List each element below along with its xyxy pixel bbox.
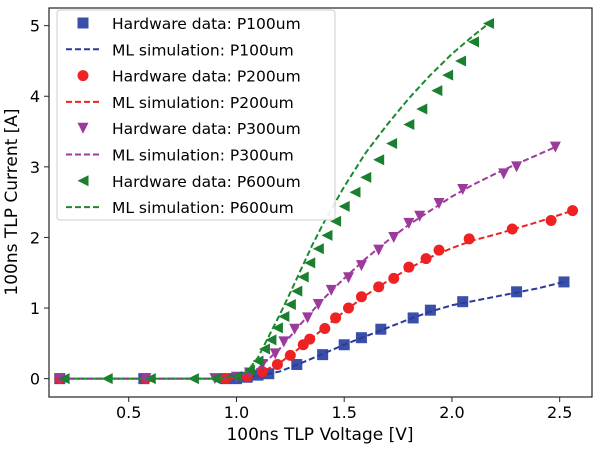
- y-tick-label: 3: [30, 158, 40, 177]
- data-point: [373, 244, 385, 256]
- data-point: [433, 198, 445, 210]
- legend-marker-swatch: [77, 122, 89, 134]
- data-point: [375, 323, 387, 335]
- series-6: [58, 18, 495, 385]
- data-point: [265, 334, 277, 346]
- data-point: [284, 299, 296, 311]
- data-point: [252, 355, 264, 367]
- legend-box: [56, 9, 336, 221]
- data-point: [549, 141, 561, 153]
- y-tick-label: 2: [30, 228, 40, 247]
- data-point: [297, 271, 309, 283]
- data-point: [304, 257, 316, 269]
- plot-area: [54, 18, 579, 385]
- data-point: [278, 336, 290, 348]
- data-point: [567, 205, 579, 217]
- x-tick-label: 2.5: [547, 403, 572, 422]
- series-1: [59, 280, 565, 380]
- data-point: [455, 55, 467, 67]
- data-point: [442, 69, 454, 81]
- data-point: [416, 103, 428, 115]
- y-axis-label: 100ns TLP Current [A]: [2, 108, 22, 295]
- data-point: [388, 231, 400, 243]
- legend-item: Hardware data: P300um: [77, 120, 301, 138]
- data-point: [360, 171, 372, 183]
- series-line: [59, 280, 565, 380]
- legend-item: ML simulation: P200um: [66, 94, 294, 112]
- data-point: [414, 210, 426, 222]
- series-2: [54, 205, 579, 385]
- data-point: [403, 118, 415, 130]
- legend-label: Hardware data: P300um: [112, 120, 301, 138]
- legend-item: ML simulation: P600um: [66, 199, 294, 217]
- series-0: [54, 276, 570, 385]
- y-tick-label: 5: [30, 17, 40, 36]
- data-point: [321, 229, 333, 241]
- data-point: [511, 161, 523, 173]
- legend-item: ML simulation: P100um: [66, 41, 294, 59]
- data-point: [278, 311, 290, 323]
- legend-item: Hardware data: P600um: [77, 173, 301, 191]
- data-point: [386, 138, 398, 150]
- axes-frame: [48, 7, 593, 398]
- data-point: [349, 186, 361, 198]
- series-line: [59, 209, 573, 380]
- data-point: [431, 85, 443, 97]
- legend-label: Hardware data: P600um: [112, 173, 301, 191]
- x-tick-label: 1.5: [331, 403, 356, 422]
- data-point: [424, 304, 436, 316]
- data-point: [312, 243, 324, 255]
- ticks: 0.5 1.0 1.5 2.0 2.5 0 1 2 3 4 5: [30, 17, 573, 422]
- data-point: [291, 285, 303, 297]
- data-point: [243, 364, 255, 376]
- series-7: [64, 22, 490, 380]
- legend-label: Hardware data: P200um: [112, 68, 301, 86]
- x-axis-label: 100ns TLP Voltage [V]: [226, 425, 413, 445]
- x-tick-label: 0.5: [116, 403, 141, 422]
- legend-item: Hardware data: P100um: [77, 15, 301, 33]
- data-point: [302, 312, 314, 324]
- series-line: [64, 22, 490, 380]
- y-tick-label: 0: [30, 370, 40, 389]
- legend-label: ML simulation: P200um: [112, 94, 294, 112]
- data-point: [271, 322, 283, 334]
- legend-label: Hardware data: P100um: [112, 15, 301, 33]
- legend-marker-swatch: [77, 70, 89, 82]
- x-tick-label: 1.0: [224, 403, 249, 422]
- data-point: [467, 36, 479, 48]
- data-point: [558, 276, 570, 288]
- data-point: [330, 215, 342, 227]
- data-point: [289, 323, 301, 335]
- legend-marker-swatch: [77, 175, 89, 187]
- data-point: [338, 200, 350, 212]
- x-tick-label: 2.0: [439, 403, 464, 422]
- series-3: [59, 209, 573, 380]
- legend-label: ML simulation: P600um: [112, 199, 294, 217]
- legend-label: ML simulation: P300um: [112, 147, 294, 165]
- legend-item: Hardware data: P200um: [77, 68, 301, 86]
- data-point: [403, 217, 415, 229]
- legend: Hardware data: P100um ML simulation: P100…: [56, 9, 336, 221]
- legend-item: ML simulation: P300um: [66, 147, 294, 165]
- legend-label: ML simulation: P100um: [112, 41, 294, 59]
- data-point: [355, 291, 367, 303]
- data-point: [209, 373, 221, 385]
- data-point: [343, 272, 355, 284]
- data-point: [457, 296, 469, 308]
- data-point: [506, 223, 518, 235]
- y-tick-label: 1: [30, 299, 40, 318]
- legend-marker-swatch: [77, 17, 89, 29]
- y-tick-label: 4: [30, 87, 40, 106]
- data-point: [355, 260, 367, 272]
- data-point: [258, 343, 270, 355]
- data-point: [373, 154, 385, 166]
- data-point: [101, 373, 113, 385]
